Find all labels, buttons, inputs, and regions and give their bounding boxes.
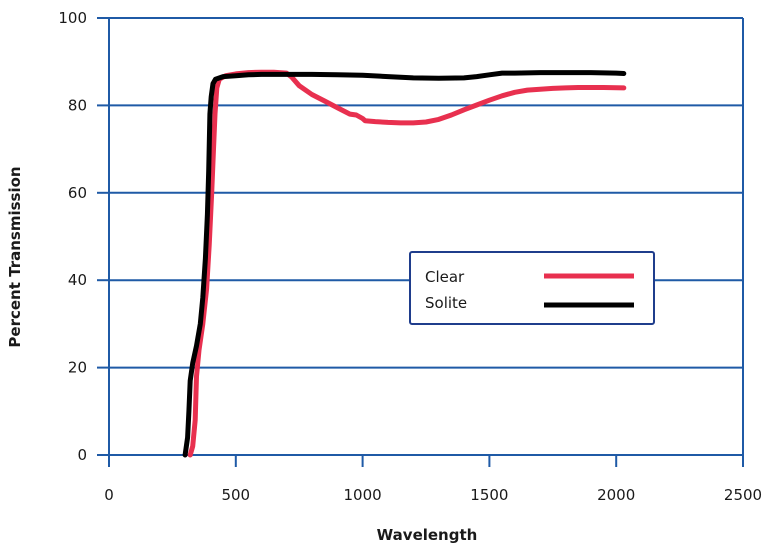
series-line-solite	[182, 70, 627, 458]
legend: Clear Solite	[409, 251, 655, 325]
x-tick-label-0: 0	[104, 486, 114, 504]
x-tick-label-1500: 1500	[470, 486, 508, 504]
y-tick-label-80: 80	[68, 96, 87, 114]
y-tick-label-60: 60	[68, 184, 87, 202]
axes	[97, 17, 744, 467]
legend-label-solite: Solite	[425, 294, 467, 312]
y-tick-label-100: 100	[58, 9, 87, 27]
x-axis-title: Wavelength	[377, 526, 478, 544]
y-axis-title: Percent Transmission	[6, 166, 24, 347]
x-tick-label-500: 500	[221, 486, 250, 504]
legend-label-clear: Clear	[425, 268, 465, 286]
x-tick-label-1000: 1000	[344, 486, 382, 504]
legend-box	[409, 251, 655, 325]
y-tick-label-0: 0	[77, 446, 87, 464]
y-tick-label-40: 40	[68, 271, 87, 289]
x-tick-label-2500: 2500	[724, 486, 762, 504]
y-tick-label-20: 20	[68, 359, 87, 377]
x-tick-label-2000: 2000	[597, 486, 635, 504]
series-lines	[182, 69, 627, 458]
series-line-clear	[187, 69, 627, 458]
